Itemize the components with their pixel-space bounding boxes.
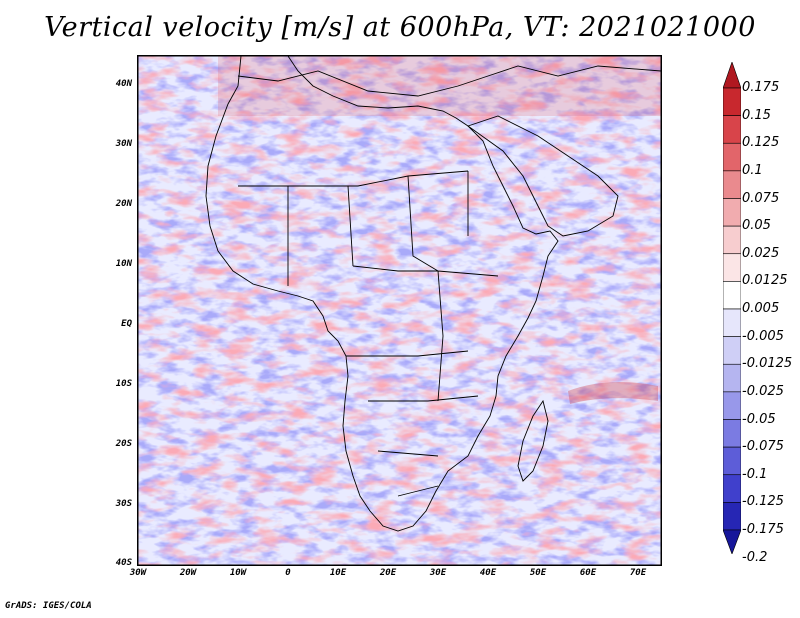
colorbar-segment (723, 170, 741, 199)
colorbar-segment (723, 225, 741, 255)
colorbar-tick-label: -0.125 (742, 494, 784, 510)
colorbar-segment (723, 115, 741, 144)
colorbar-segment (723, 142, 741, 172)
lon-tick-label: 20W (179, 568, 197, 578)
lon-tick-label: 60E (579, 568, 597, 578)
colorbar-segment (723, 474, 741, 503)
coastlines-and-borders (205, 56, 661, 532)
lon-tick-label: 10W (229, 568, 247, 578)
colorbar-tick-label: 0.0125 (742, 273, 788, 289)
border-lines (238, 170, 499, 497)
chart-title: Vertical velocity [m/s] at 600hPa, VT: 2… (44, 12, 756, 43)
colorbar-tick-label: 0.125 (742, 135, 780, 151)
lat-tick-label: 40N (115, 79, 132, 89)
colorbar-segment (723, 281, 741, 310)
colorbar-tick-label: -0.175 (742, 522, 784, 537)
vertical-velocity-field (138, 56, 661, 565)
lat-tick-label: 10N (115, 259, 132, 269)
colorbar-tick-label: 0.075 (742, 190, 780, 206)
lat-tick-label: 30S (115, 499, 132, 509)
lon-tick-label: 30E (429, 568, 447, 578)
mediterranean-coast (237, 65, 661, 97)
mediterranean-updraft-band (218, 56, 661, 116)
colorbar-segment (723, 198, 741, 227)
lon-tick-label: 20E (379, 568, 397, 578)
colorbar-segment (723, 502, 741, 531)
colorbar-segment (723, 446, 741, 476)
colorbar-bottom-arrow (723, 529, 741, 554)
colorbar-top-arrow (723, 62, 741, 89)
colorbar-segment (723, 419, 741, 448)
grads-credit: GrADS: IGES/COLA (5, 601, 92, 611)
colorbar-tick-label: -0.075 (742, 439, 784, 455)
colorbar-tick-label: -0.1 (742, 466, 768, 482)
colorbar-segment (723, 363, 741, 393)
colorbar-segment (723, 391, 741, 420)
lon-tick-label: 70E (629, 568, 647, 578)
lon-tick-label: 50E (529, 568, 547, 578)
lon-tick-label: 40E (479, 568, 497, 578)
lon-tick-label: 10E (329, 568, 347, 578)
lon-tick-label: 30W (129, 568, 147, 578)
colorbar (723, 62, 741, 554)
colorbar-segment (723, 308, 741, 337)
colorbar-tick-label: 0.025 (742, 245, 780, 261)
lat-tick-label: 30N (115, 139, 132, 149)
colorbar-tick-label: 0.1 (742, 162, 763, 178)
lon-tick-label: 0 (285, 568, 291, 578)
map-plot-area (137, 55, 662, 566)
madagascar-coastline (517, 399, 549, 482)
indian-ocean-streak (568, 382, 658, 404)
lat-tick-label: 20N (115, 199, 132, 209)
colorbar-tick-label: -0.05 (742, 411, 776, 427)
colorbar-tick-label: 0.175 (742, 80, 780, 95)
map-svg (138, 56, 661, 565)
colorbar-tick-label: -0.025 (742, 383, 784, 399)
colorbar-tick-label: 0.05 (742, 218, 771, 234)
colorbar-segment (723, 253, 741, 282)
colorbar-tick-label: 0.15 (742, 107, 771, 123)
lat-tick-label: 20S (115, 439, 132, 449)
lat-tick-label: EQ (121, 319, 132, 329)
africa-coastline (205, 56, 559, 532)
colorbar-tick-label: 0.005 (742, 301, 780, 316)
colorbar-tick-label: -0.2 (742, 549, 768, 565)
lat-tick-label: 10S (115, 379, 132, 389)
arabian-peninsula (467, 115, 619, 237)
lat-tick-label: 40S (115, 558, 132, 568)
colorbar-tick-label: -0.005 (742, 328, 784, 344)
colorbar-tick-label: -0.0125 (742, 356, 793, 372)
colorbar-segment (723, 336, 741, 365)
colorbar-segment (723, 87, 741, 116)
